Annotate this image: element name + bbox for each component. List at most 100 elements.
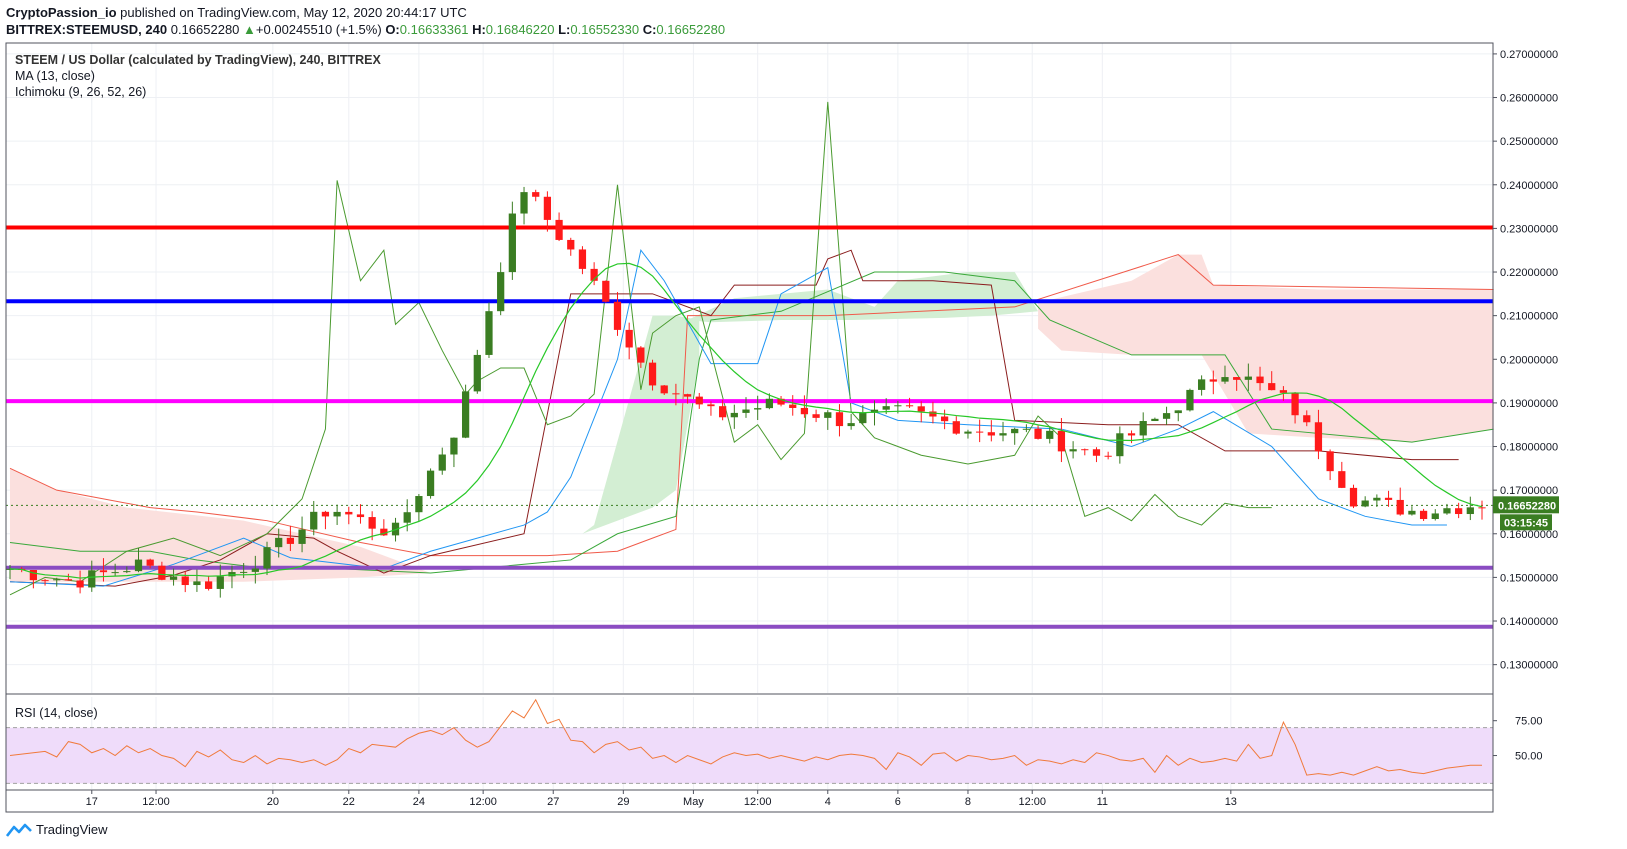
y-tick-label: 0.20000000	[1500, 354, 1558, 366]
x-tick-label: 11	[1097, 796, 1108, 808]
candle-body	[438, 454, 446, 471]
candle-body	[356, 514, 365, 518]
candle-body	[1011, 428, 1019, 434]
x-tick-label: 12:00	[1018, 796, 1046, 808]
candle-body	[134, 559, 143, 572]
low-label: L:	[558, 22, 571, 37]
candle-body	[461, 391, 470, 438]
candle-body	[859, 412, 867, 424]
candle-body	[123, 571, 131, 573]
x-tick-label: 12:00	[744, 796, 772, 808]
candle-body	[1314, 422, 1323, 452]
price-axis[interactable]: 0.27000000 0.26000000 0.25000000 0.24000000…	[1493, 49, 1558, 672]
up-arrow-icon: ▲	[243, 22, 256, 37]
candle-body	[1268, 383, 1276, 391]
time-axis[interactable]: 17 12:00 20 22 24 12:00 27 29 May 12:00 4 6 8 12:00 11…	[86, 790, 1237, 808]
x-tick-label: 8	[965, 796, 971, 808]
x-tick-label: 27	[547, 796, 559, 808]
candle-body	[1408, 510, 1416, 515]
candle-body	[567, 239, 575, 250]
candle-body	[765, 398, 773, 409]
candle-body	[1455, 508, 1463, 515]
last-price: 0.16652280	[170, 22, 240, 37]
candle-body	[1174, 410, 1182, 414]
candle-body	[1256, 376, 1264, 384]
x-tick-label: 12:00	[142, 796, 170, 808]
candle-body	[1186, 389, 1194, 411]
rsi-legend[interactable]: RSI (14, close)	[15, 706, 98, 720]
cloud-bear	[1038, 254, 1494, 443]
x-tick-label: 12:00	[469, 796, 497, 808]
candle-body	[1092, 449, 1101, 456]
kijun-line	[9, 249, 1459, 587]
candle-body	[1151, 418, 1159, 422]
legend-ichimoku[interactable]: Ichimoku (9, 26, 52, 26)	[15, 85, 147, 99]
y-tick-label: 0.15000000	[1500, 572, 1558, 584]
brand-name: TradingView	[36, 822, 108, 837]
candle-body	[345, 511, 353, 515]
candle-body	[1221, 377, 1229, 382]
candle-body	[275, 537, 283, 548]
candle-body	[800, 407, 809, 415]
y-tick-label: 0.16000000	[1500, 529, 1558, 541]
candle-body	[181, 576, 189, 586]
ohlc-header: BITTREX:STEEMUSD, 240 0.16652280 ▲+0.002…	[6, 21, 725, 38]
y-tick-label: 0.13000000	[1500, 660, 1558, 672]
candle-body	[1361, 500, 1369, 507]
candle-body	[707, 404, 715, 407]
y-tick-label: 0.24000000	[1500, 180, 1558, 192]
high-label: H:	[472, 22, 486, 37]
y-tick-label: 0.19000000	[1500, 398, 1558, 410]
candle-body	[1279, 390, 1288, 393]
candle-body	[754, 408, 762, 410]
candle-body	[532, 192, 540, 197]
candle-body	[1022, 428, 1031, 430]
candle-body	[789, 404, 797, 408]
chart-frame	[5, 42, 1494, 813]
candle-body	[976, 431, 984, 433]
candle-body	[1303, 415, 1311, 423]
current-price-tag: 0.16652280 03:15:45	[1493, 496, 1559, 531]
candle-body	[310, 511, 318, 530]
candle-body	[415, 496, 423, 513]
countdown-value: 03:15:45	[1504, 517, 1548, 529]
candle-body	[53, 579, 61, 581]
rsi-line	[9, 698, 1482, 776]
candle-body	[894, 405, 902, 407]
candle-body	[824, 412, 832, 418]
open-label: O:	[385, 22, 400, 37]
rsi-axis: 75.00 50.00	[1493, 716, 1543, 763]
candle-body	[1046, 430, 1054, 439]
candle-body	[1139, 421, 1147, 436]
candle-body	[613, 301, 622, 330]
candle-body	[1431, 513, 1439, 520]
ma-line	[9, 262, 1483, 579]
candle-body	[683, 394, 692, 397]
legend-ma[interactable]: MA (13, close)	[15, 69, 95, 83]
chart-legend: STEEM / US Dollar (calculated by Trading…	[15, 52, 381, 100]
candle-body	[730, 412, 738, 418]
candle-body	[578, 249, 587, 269]
candle-body	[286, 537, 295, 544]
candle-body	[905, 405, 914, 407]
author-name[interactable]: CryptoPassion_io	[6, 5, 117, 20]
candle-body	[508, 213, 516, 273]
candle-body	[216, 576, 224, 589]
tradingview-logo-icon	[6, 823, 32, 837]
candle-body	[870, 409, 879, 413]
rsi-pane	[6, 698, 1493, 784]
candle-body	[64, 579, 73, 581]
x-tick-label: 17	[86, 796, 98, 808]
candle-body	[602, 280, 610, 302]
rsi-tick-label: 75.00	[1515, 716, 1543, 728]
x-tick-label: 24	[413, 796, 425, 808]
footer-brand[interactable]: TradingView	[6, 822, 108, 837]
candle-body	[240, 571, 248, 573]
support-resistance-lines	[6, 225, 1493, 629]
candle-body	[1419, 510, 1428, 520]
candle-body	[497, 272, 505, 312]
candle-body	[672, 393, 680, 395]
symbol-label: BITTREX:STEEMUSD, 240	[6, 22, 168, 37]
countdown-bg	[1500, 514, 1552, 531]
